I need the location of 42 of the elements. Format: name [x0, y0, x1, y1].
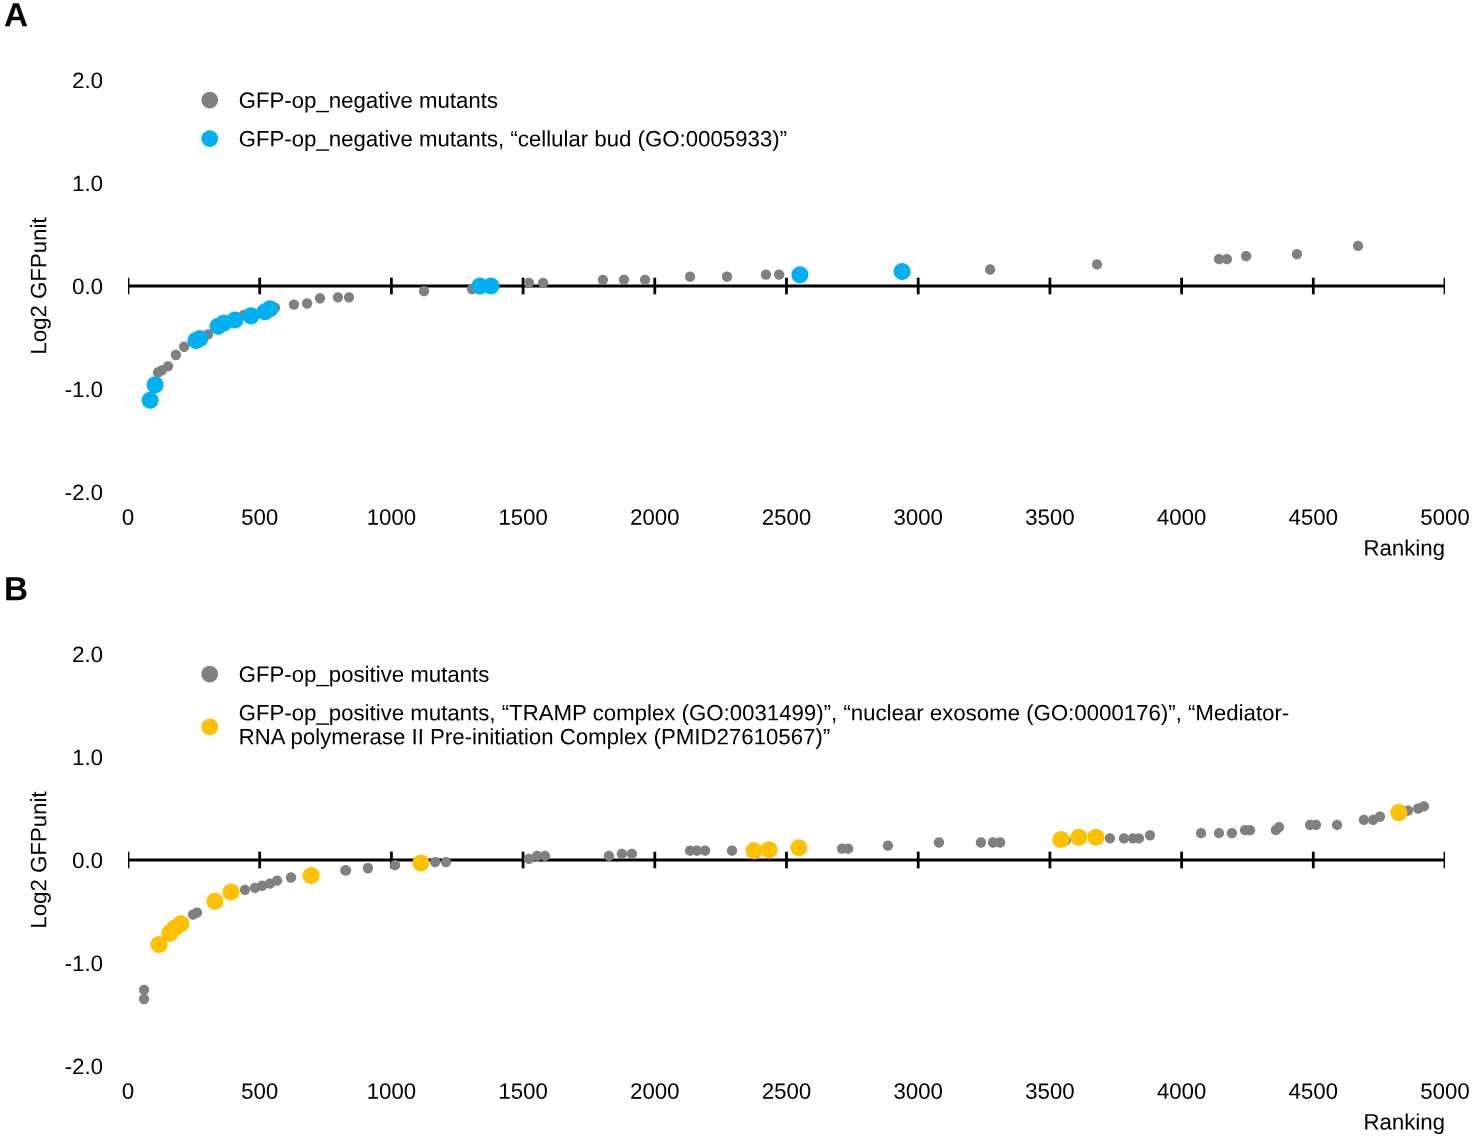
x-tick-label: 4000	[1157, 1083, 1206, 1099]
x-tick-label: 3000	[894, 509, 943, 525]
x-tick-label: 3500	[1026, 1083, 1074, 1099]
legend-label: GFP-op_negative mutants	[239, 91, 498, 113]
x-tick-label: 500	[242, 1083, 278, 1099]
x-tick-label: 3500	[1026, 509, 1074, 525]
x-tick-label: 5000	[1421, 509, 1469, 525]
y-axis-title: Log2 GFPunit	[30, 217, 51, 353]
x-tick-label: 2000	[631, 1083, 679, 1099]
x-tick-label: 0	[122, 509, 134, 525]
y-tick-label: 2.0	[73, 72, 103, 89]
x-tick-label: 2000	[631, 509, 679, 525]
x-tick-label: 4000	[1157, 509, 1206, 525]
x-tick-label: 4500	[1289, 509, 1338, 525]
x-axis-title: Ranking	[1365, 539, 1444, 561]
x-axis-title: Ranking	[1365, 1113, 1444, 1135]
y-tick-label: -2.0	[65, 484, 103, 501]
x-tick-label: 5000	[1421, 1083, 1469, 1099]
y-axis-title: Log2 GFPunit	[30, 791, 51, 927]
y-tick-label: -1.0	[65, 955, 103, 972]
y-tick-label: 1.0	[73, 749, 103, 766]
y-tick-label: -2.0	[65, 1058, 103, 1075]
x-tick-label: 1500	[500, 509, 547, 525]
y-tick-label: 0.0	[72, 852, 103, 869]
x-tick-label: 1000	[368, 1083, 416, 1099]
x-tick-label: 0	[122, 1083, 134, 1099]
text: A	[4, 3, 28, 27]
x-tick-label: 2500	[762, 509, 811, 525]
x-tick-label: 2500	[762, 1083, 811, 1099]
text: B	[6, 577, 27, 601]
x-tick-label: 1000	[368, 509, 416, 525]
legend-label: GFP-op_positive mutants, “TRAMP complex (GO:0031499)”, “nuclear exosome (GO:0000176)”, “Mediator- RNA polymerase II Pre-initiation Complex (PMID27610567)”	[239, 704, 1289, 749]
legend-label: GFP-op_positive mutants	[239, 665, 489, 687]
y-tick-label: -1.0	[65, 381, 103, 398]
x-tick-label: 3000	[894, 1083, 943, 1099]
y-tick-label: 2.0	[73, 646, 103, 663]
legend-label: GFP-op_negative mutants, “cellular bud (GO:0005933)”	[239, 130, 787, 151]
x-tick-label: 500	[242, 509, 278, 525]
x-tick-label: 1500	[500, 1083, 547, 1099]
y-tick-label: 1.0	[73, 175, 103, 192]
y-tick-label: 0.0	[72, 278, 103, 295]
x-tick-label: 4500	[1289, 1083, 1338, 1099]
